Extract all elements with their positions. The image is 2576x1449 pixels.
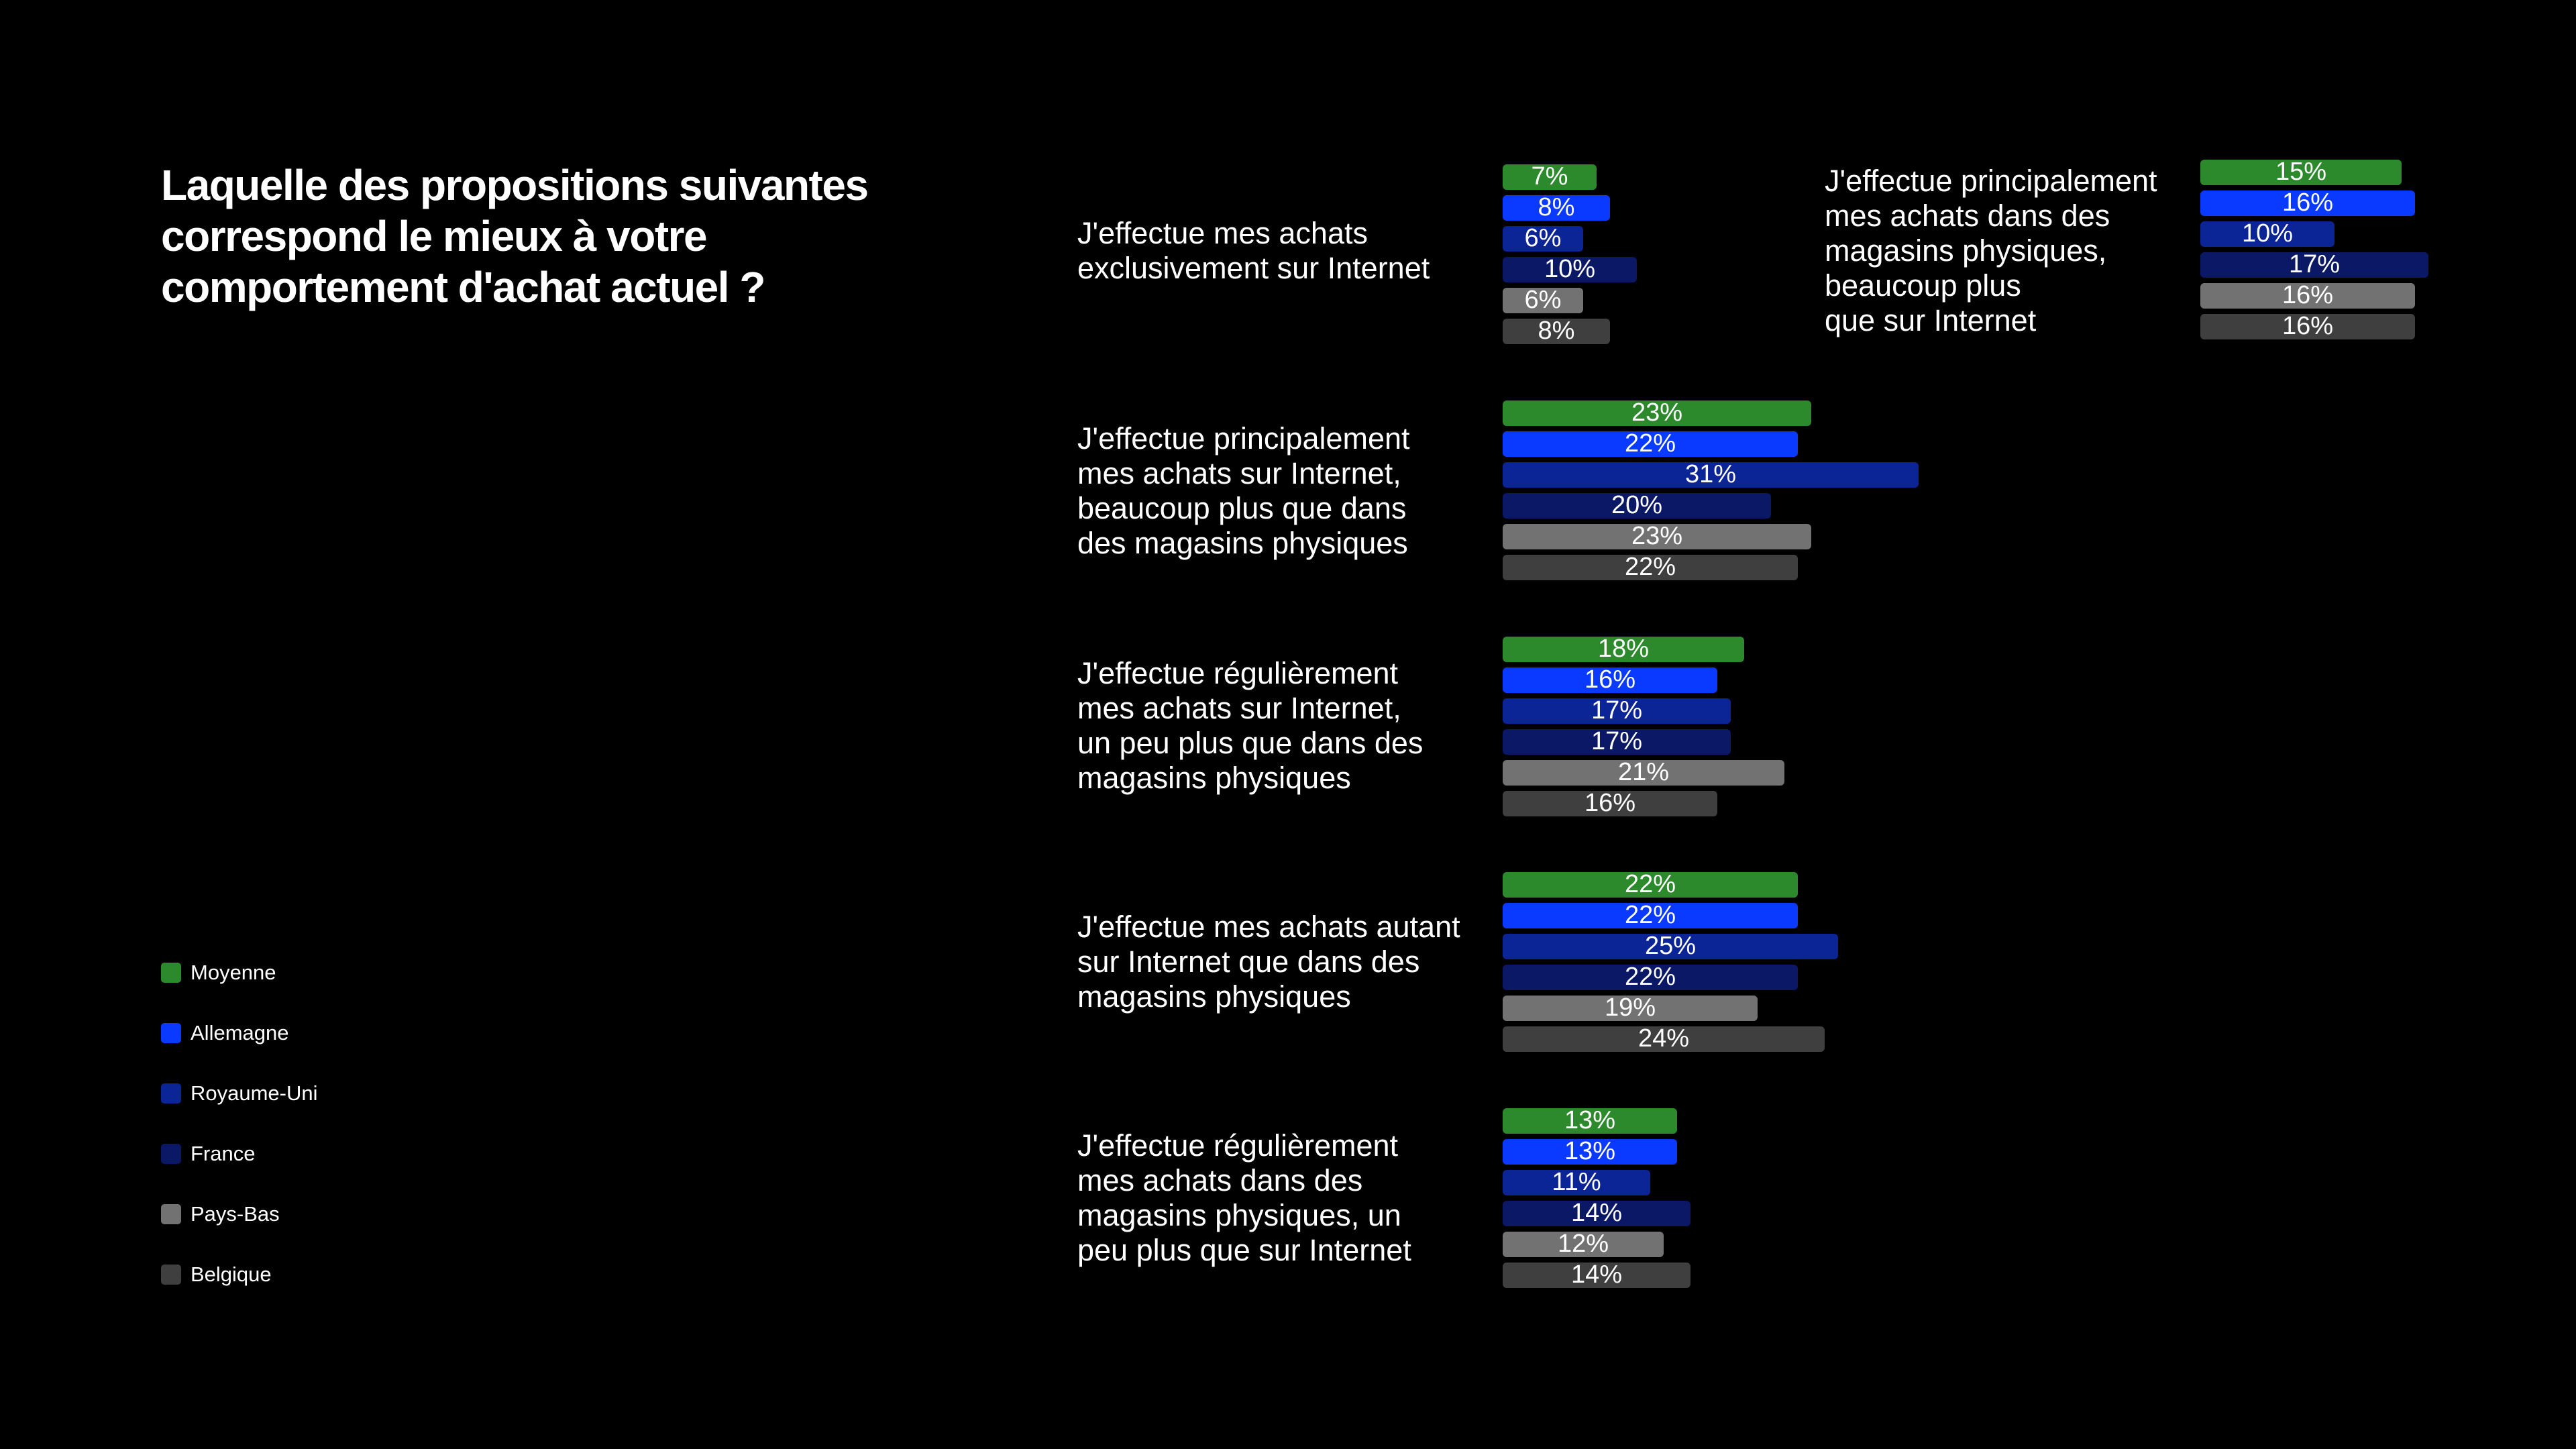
legend-item-france: France bbox=[161, 1142, 255, 1166]
bar-value-label: 17% bbox=[1591, 727, 1642, 755]
bar-value-label: 16% bbox=[1585, 789, 1635, 817]
legend-label-moyenne: Moyenne bbox=[191, 961, 276, 984]
bar-value-label: 18% bbox=[1598, 635, 1649, 663]
bar-value-label: 16% bbox=[2282, 312, 2333, 340]
bar-3-belgique bbox=[1503, 555, 1798, 580]
bar-4-france bbox=[1503, 729, 1731, 755]
bar-value-label: 13% bbox=[1564, 1137, 1615, 1165]
legend-swatch-belgique bbox=[161, 1265, 181, 1285]
bar-2-belgique bbox=[2200, 314, 2415, 339]
legend-swatch-allemagne bbox=[161, 1023, 181, 1043]
bar-value-label: 23% bbox=[1631, 398, 1682, 427]
bar-value-label: 25% bbox=[1645, 932, 1696, 960]
legend-label-france: France bbox=[191, 1142, 256, 1165]
chart-title: Laquelle des propositions suivantes corr… bbox=[161, 161, 869, 311]
legend-swatch-moyenne bbox=[161, 963, 181, 983]
bar-4-pays-bas bbox=[1503, 760, 1784, 786]
bar-value-label: 14% bbox=[1571, 1199, 1622, 1227]
bar-value-label: 24% bbox=[1638, 1024, 1689, 1053]
bar-5-pays-bas bbox=[1503, 996, 1758, 1021]
bar-value-label: 22% bbox=[1625, 429, 1676, 458]
bar-3-pays-bas bbox=[1503, 524, 1811, 549]
bar-value-label: 6% bbox=[1525, 286, 1562, 314]
bar-value-label: 20% bbox=[1611, 491, 1662, 519]
bar-value-label: 12% bbox=[1558, 1230, 1609, 1258]
legend-item-moyenne: Moyenne bbox=[161, 961, 276, 985]
bar-5-royaume-uni bbox=[1503, 934, 1838, 959]
bar-value-label: 31% bbox=[1685, 460, 1736, 488]
bar-3-moyenne bbox=[1503, 400, 1811, 426]
legend-swatch-pays-bas bbox=[161, 1204, 181, 1224]
bar-value-label: 17% bbox=[2289, 250, 2340, 278]
bar-1-royaume-uni bbox=[1503, 226, 1583, 252]
bar-2-allemagne bbox=[2200, 191, 2415, 216]
bar-value-label: 22% bbox=[1625, 963, 1676, 991]
bar-value-label: 16% bbox=[1585, 665, 1635, 694]
bar-1-france bbox=[1503, 257, 1637, 282]
bar-value-label: 19% bbox=[1605, 994, 1656, 1022]
legend-label-royaume-uni: Royaume-Uni bbox=[191, 1081, 318, 1105]
legend-swatch-france bbox=[161, 1144, 181, 1164]
bar-value-label: 15% bbox=[2275, 158, 2326, 186]
bar-1-belgique bbox=[1503, 319, 1610, 344]
legend-swatch-royaume-uni bbox=[161, 1083, 181, 1104]
category-label-mainly-online: J'effectue principalement mes achats sur… bbox=[1077, 421, 1410, 560]
bar-2-royaume-uni bbox=[2200, 221, 2334, 247]
bar-5-allemagne bbox=[1503, 903, 1798, 928]
bar-2-pays-bas bbox=[2200, 283, 2415, 309]
bar-value-label: 21% bbox=[1618, 758, 1669, 786]
legend-label-pays-bas: Pays-Bas bbox=[191, 1202, 280, 1226]
bar-value-label: 10% bbox=[1544, 255, 1595, 283]
bar-value-label: 16% bbox=[2282, 281, 2333, 309]
bar-1-allemagne bbox=[1503, 195, 1610, 221]
legend-item-royaume-uni: Royaume-Uni bbox=[161, 1081, 318, 1106]
bar-4-royaume-uni bbox=[1503, 698, 1731, 724]
bar-5-moyenne bbox=[1503, 872, 1798, 898]
bar-3-france bbox=[1503, 493, 1771, 519]
bar-4-moyenne bbox=[1503, 637, 1744, 662]
bar-6-allemagne bbox=[1503, 1139, 1677, 1165]
legend-label-allemagne: Allemagne bbox=[191, 1021, 289, 1044]
bar-6-france bbox=[1503, 1201, 1690, 1226]
category-label-regular-online: J'effectue régulièrement mes achats sur … bbox=[1077, 656, 1424, 795]
legend-item-belgique: Belgique bbox=[161, 1263, 272, 1287]
bar-value-label: 23% bbox=[1631, 522, 1682, 550]
bar-6-belgique bbox=[1503, 1263, 1690, 1288]
bar-value-label: 16% bbox=[2282, 189, 2333, 217]
bar-value-label: 13% bbox=[1564, 1106, 1615, 1134]
category-label-online-only: J'effectue mes achats exclusivement sur … bbox=[1077, 216, 1430, 285]
bar-2-france bbox=[2200, 252, 2428, 278]
category-label-mainly-stores: J'effectue principalement mes achats dan… bbox=[1825, 164, 2157, 337]
bar-value-label: 10% bbox=[2242, 219, 2293, 248]
legend-label-belgique: Belgique bbox=[191, 1263, 272, 1286]
bar-1-moyenne bbox=[1503, 164, 1597, 190]
bar-5-belgique bbox=[1503, 1026, 1825, 1052]
bar-value-label: 14% bbox=[1571, 1260, 1622, 1289]
legend-item-allemagne: Allemagne bbox=[161, 1021, 288, 1045]
bar-6-royaume-uni bbox=[1503, 1170, 1650, 1195]
category-label-equal: J'effectue mes achats autant sur Interne… bbox=[1077, 910, 1460, 1014]
bar-5-france bbox=[1503, 965, 1798, 990]
bar-value-label: 11% bbox=[1552, 1168, 1601, 1196]
bar-value-label: 7% bbox=[1532, 162, 1568, 191]
bar-2-moyenne bbox=[2200, 160, 2402, 185]
bar-value-label: 6% bbox=[1525, 224, 1562, 252]
bar-value-label: 17% bbox=[1591, 696, 1642, 724]
bar-value-label: 8% bbox=[1538, 193, 1575, 221]
legend-item-pays-bas: Pays-Bas bbox=[161, 1202, 280, 1226]
bar-value-label: 22% bbox=[1625, 901, 1676, 929]
bar-6-moyenne bbox=[1503, 1108, 1677, 1134]
bar-value-label: 8% bbox=[1538, 317, 1575, 345]
bar-4-allemagne bbox=[1503, 667, 1717, 693]
bar-3-royaume-uni bbox=[1503, 462, 1919, 488]
bar-4-belgique bbox=[1503, 791, 1717, 816]
bar-value-label: 22% bbox=[1625, 870, 1676, 898]
bar-value-label: 22% bbox=[1625, 553, 1676, 581]
bar-3-allemagne bbox=[1503, 431, 1798, 457]
bar-6-pays-bas bbox=[1503, 1232, 1664, 1257]
category-label-regular-stores: J'effectue régulièrement mes achats dans… bbox=[1077, 1128, 1411, 1267]
bar-1-pays-bas bbox=[1503, 288, 1583, 313]
